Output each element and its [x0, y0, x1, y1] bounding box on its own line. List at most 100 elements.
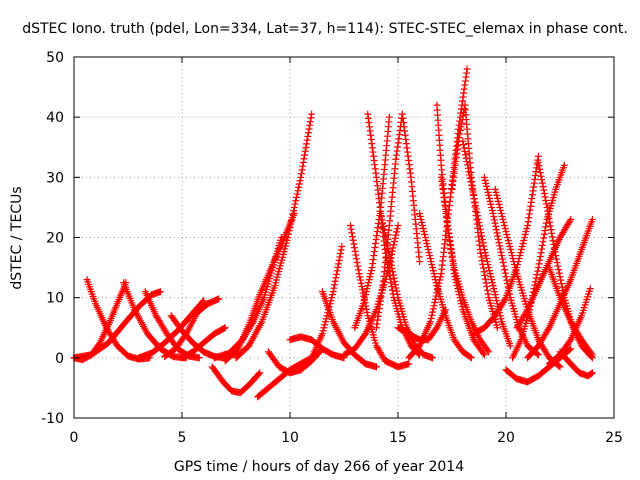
- data-point: [405, 360, 413, 368]
- data-point: [383, 242, 391, 250]
- data-point: [488, 279, 496, 287]
- data-point: [508, 252, 516, 260]
- data-point: [386, 275, 394, 283]
- data-point: [476, 222, 484, 230]
- data-point: [521, 234, 529, 241]
- data-point: [319, 327, 327, 335]
- data-point: [359, 300, 367, 308]
- data-point: [462, 151, 469, 159]
- data-point: [544, 211, 552, 219]
- data-point: [489, 209, 497, 217]
- data-point: [391, 234, 399, 242]
- data-point: [523, 307, 531, 315]
- data-point: [534, 351, 542, 359]
- x-tick-label: 20: [497, 430, 515, 446]
- data-point: [541, 227, 549, 235]
- data-point: [567, 345, 575, 353]
- data-point: [350, 244, 358, 252]
- data-point: [467, 354, 475, 362]
- data-point: [356, 276, 364, 284]
- data-point: [458, 119, 466, 127]
- data-point: [544, 207, 552, 215]
- data-point: [480, 246, 488, 254]
- series-13: [232, 110, 316, 362]
- data-point: [485, 267, 493, 275]
- data-point: [554, 262, 562, 270]
- data-point: [297, 173, 305, 181]
- data-point: [391, 281, 399, 289]
- data-point: [512, 267, 520, 275]
- data-point: [356, 273, 364, 281]
- data-point: [392, 231, 400, 239]
- data-point: [497, 209, 505, 217]
- data-point: [329, 288, 337, 296]
- data-point: [352, 255, 360, 263]
- series-6: [135, 297, 208, 362]
- data-point: [351, 247, 359, 255]
- data-point: [418, 218, 426, 226]
- data-point: [417, 215, 425, 223]
- data-point: [490, 285, 498, 293]
- series-10: [208, 363, 264, 397]
- data-point: [382, 235, 390, 243]
- data-point: [546, 222, 554, 230]
- data-point: [540, 186, 548, 194]
- data-point: [215, 295, 223, 303]
- data-point: [470, 195, 478, 203]
- data-point: [377, 209, 385, 217]
- series-31: [459, 137, 514, 350]
- data-point: [419, 224, 427, 232]
- data-point: [524, 221, 532, 229]
- data-point: [301, 147, 309, 155]
- data-point: [295, 180, 303, 188]
- data-point: [284, 234, 292, 241]
- data-point: [387, 258, 395, 266]
- data-point: [306, 118, 314, 126]
- data-point: [392, 284, 400, 292]
- data-point: [515, 255, 523, 263]
- data-point: [545, 215, 553, 223]
- data-point: [495, 200, 503, 208]
- y-tick-label: 40: [46, 110, 64, 126]
- data-point: [480, 173, 488, 181]
- data-point: [335, 256, 343, 264]
- data-marks: [70, 65, 596, 401]
- series-17: [308, 243, 346, 362]
- chart-title: dSTEC Iono. truth (pdel, Lon=334, Lat=37…: [22, 21, 628, 37]
- data-point: [328, 294, 336, 302]
- data-point: [480, 351, 488, 359]
- series-40: [556, 348, 596, 380]
- data-point: [534, 264, 542, 272]
- data-point: [290, 207, 298, 215]
- data-point: [308, 110, 316, 118]
- data-point: [328, 291, 336, 299]
- data-point: [494, 194, 502, 202]
- data-point: [587, 349, 595, 357]
- data-point: [481, 271, 489, 279]
- axis-ticks: 0 5 10 15 20 25 -10 0 10 20 30 40 50: [41, 50, 623, 446]
- data-point: [430, 270, 438, 278]
- data-point: [388, 283, 396, 291]
- data-point: [489, 282, 497, 290]
- data-point: [504, 237, 512, 245]
- data-point: [289, 210, 297, 218]
- data-point: [380, 226, 388, 234]
- data-point: [460, 144, 468, 152]
- data-point: [287, 217, 295, 225]
- data-point: [416, 258, 424, 266]
- data-point: [353, 258, 361, 266]
- data-point: [293, 190, 301, 198]
- data-point: [381, 229, 389, 237]
- data-point: [484, 346, 492, 354]
- data-point: [394, 221, 402, 229]
- data-point: [535, 260, 543, 268]
- data-point: [527, 202, 535, 210]
- data-point: [304, 132, 312, 140]
- data-point: [539, 238, 547, 246]
- data-point: [547, 226, 555, 234]
- data-point: [389, 271, 397, 279]
- data-point: [332, 274, 340, 282]
- data-point: [470, 191, 478, 199]
- data-point: [390, 241, 398, 249]
